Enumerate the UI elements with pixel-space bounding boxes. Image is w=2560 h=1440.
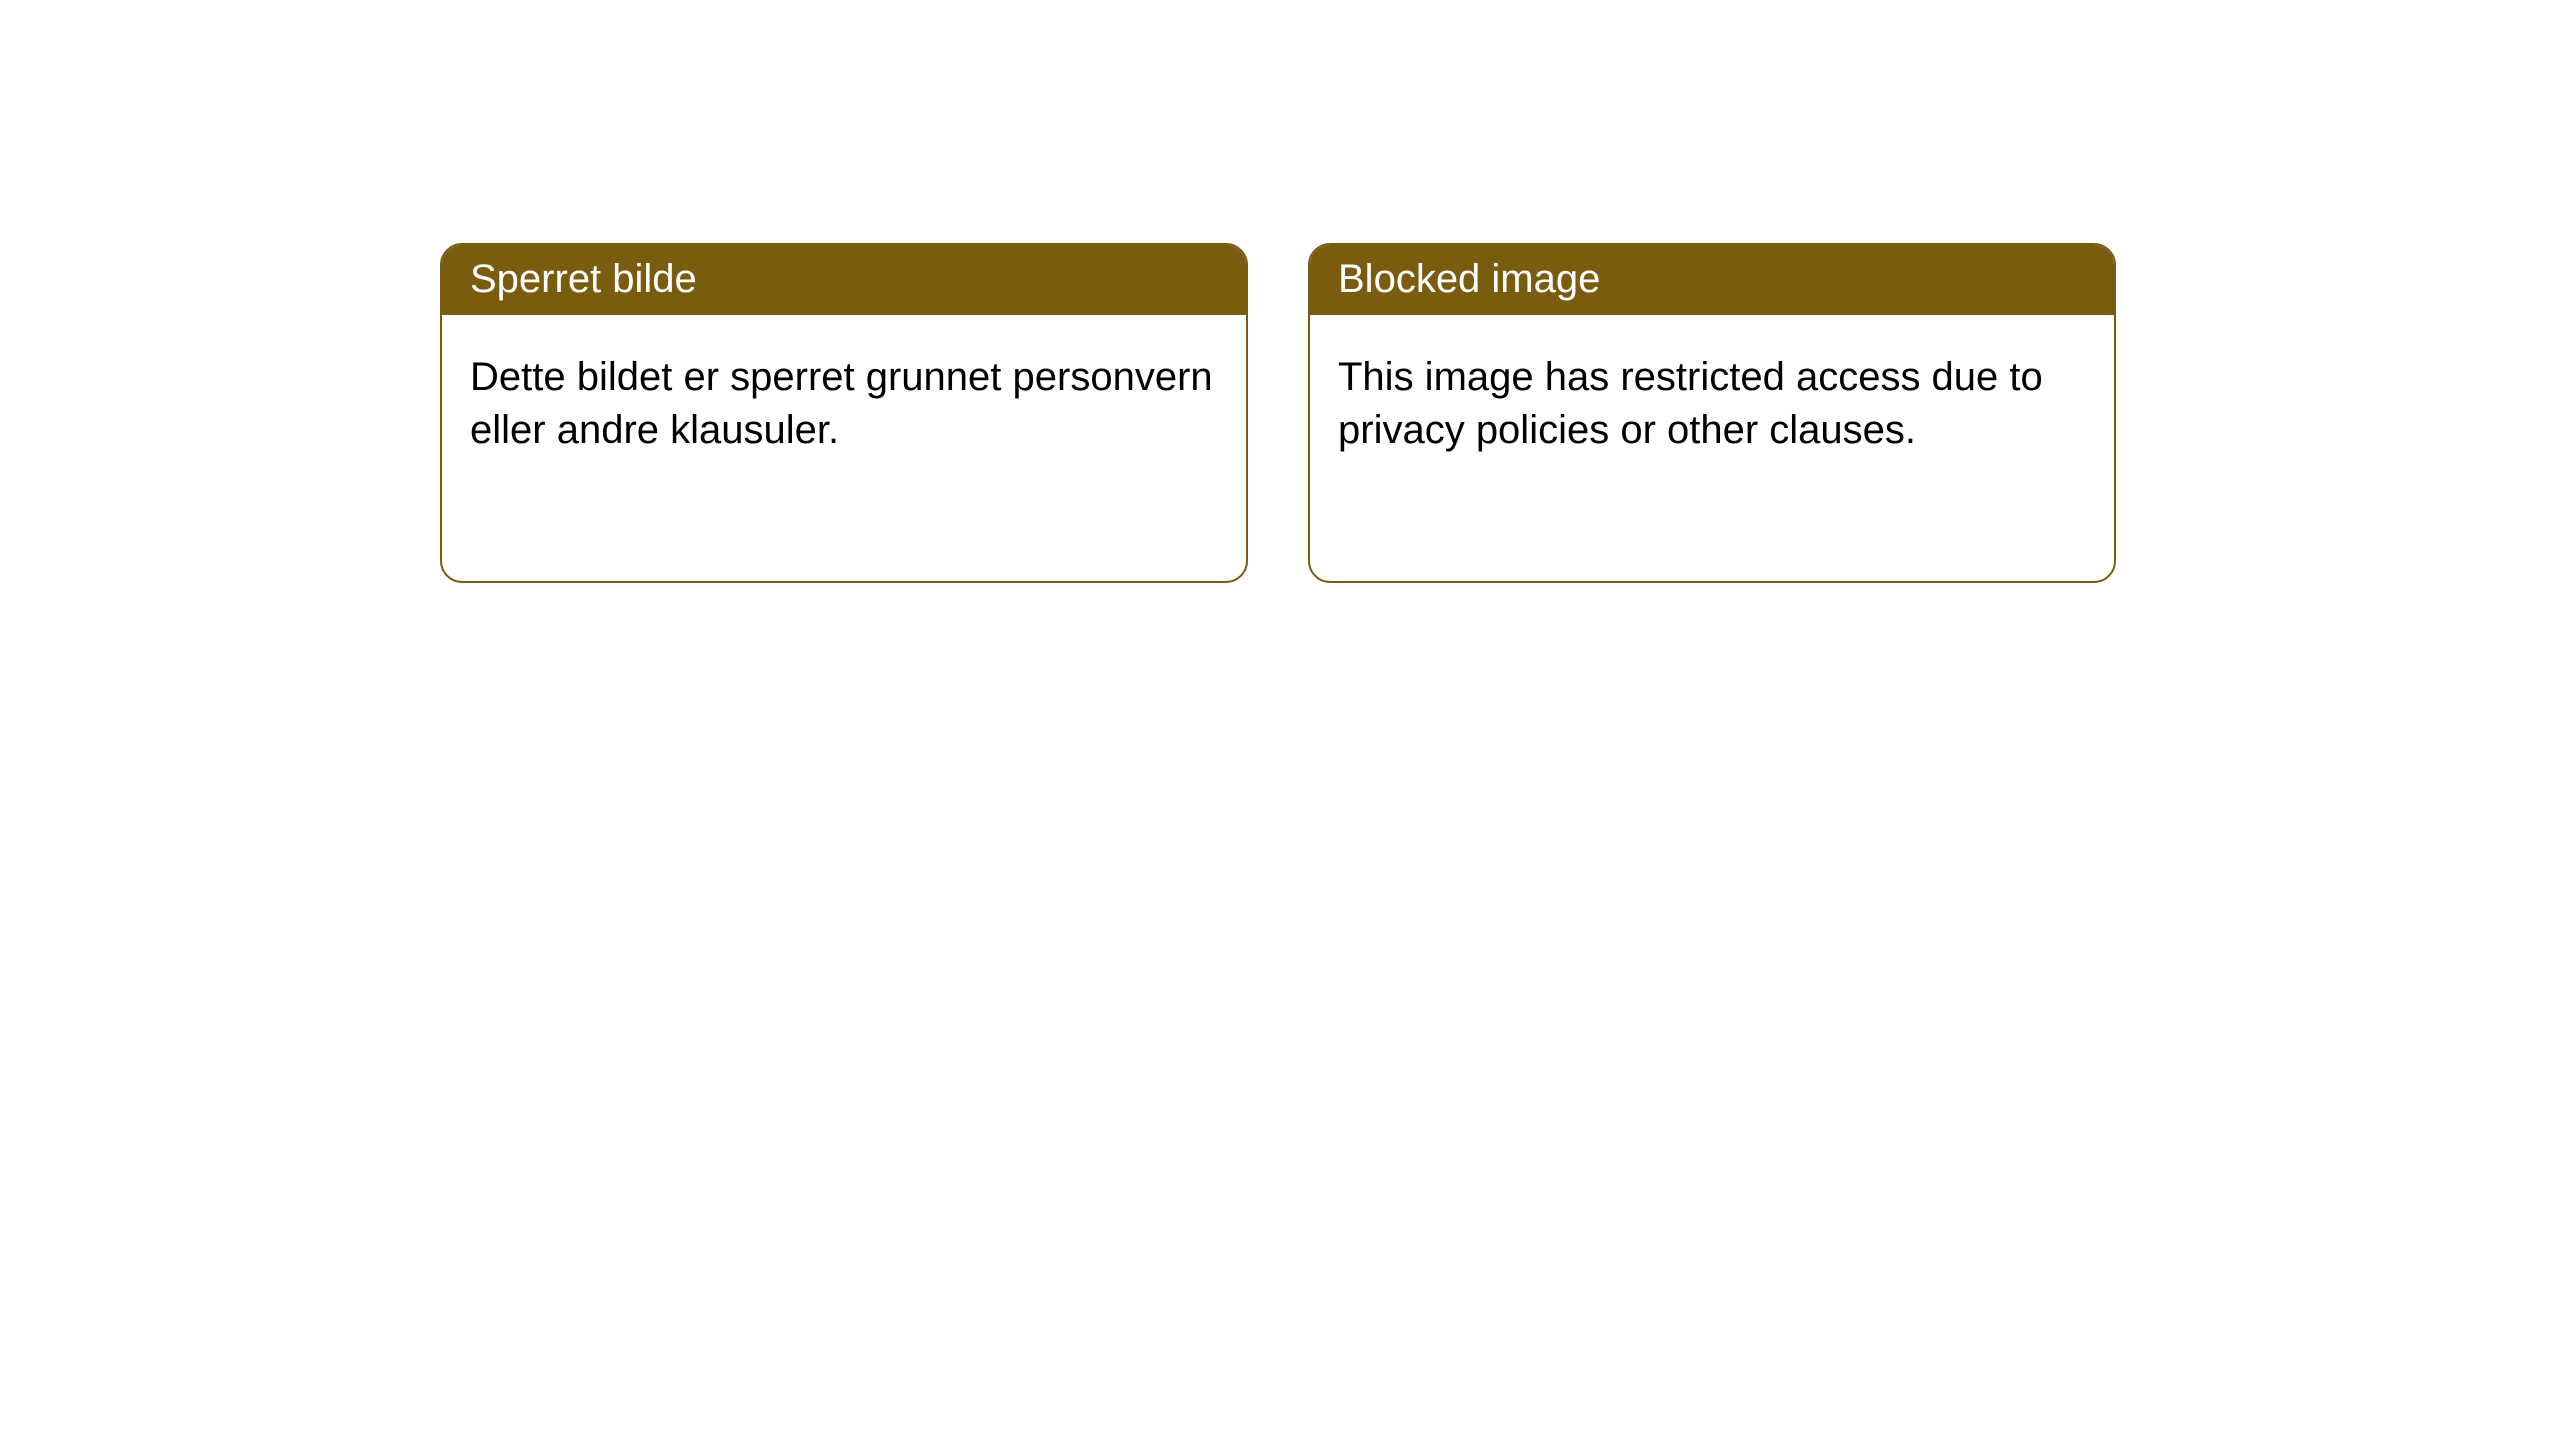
notice-card-norwegian: Sperret bilde Dette bildet er sperret gr…	[440, 243, 1248, 583]
notice-body-text: Dette bildet er sperret grunnet personve…	[470, 355, 1213, 452]
notice-header: Blocked image	[1310, 245, 2114, 315]
notice-body: Dette bildet er sperret grunnet personve…	[442, 315, 1246, 493]
notice-body: This image has restricted access due to …	[1310, 315, 2114, 493]
notice-title: Blocked image	[1338, 257, 1600, 301]
notice-title: Sperret bilde	[470, 257, 697, 301]
notice-header: Sperret bilde	[442, 245, 1246, 315]
notice-card-english: Blocked image This image has restricted …	[1308, 243, 2116, 583]
notice-body-text: This image has restricted access due to …	[1338, 355, 2043, 452]
notice-container: Sperret bilde Dette bildet er sperret gr…	[0, 0, 2560, 583]
